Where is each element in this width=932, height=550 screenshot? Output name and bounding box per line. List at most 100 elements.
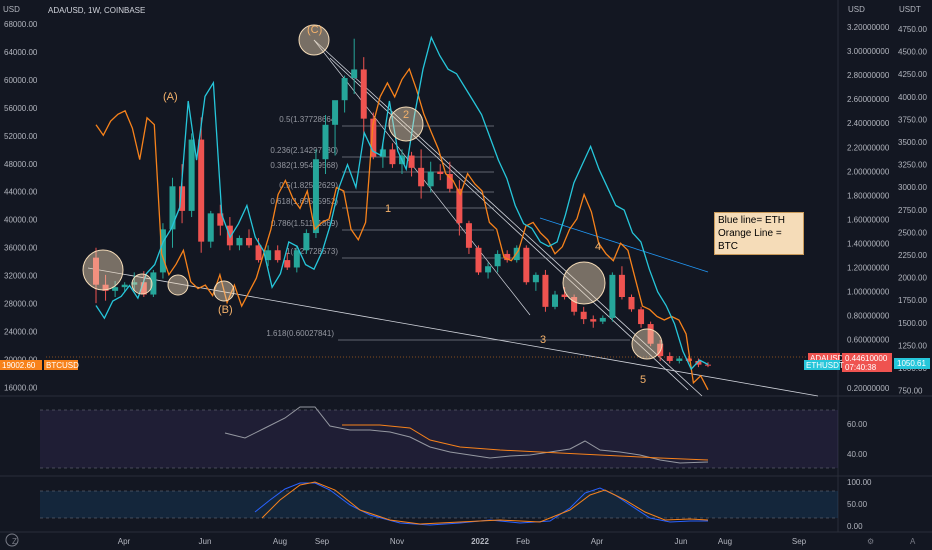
candle-body <box>485 266 492 273</box>
candle-body <box>150 272 157 295</box>
fib-level-label: 0.786(1.51171869) <box>271 219 338 228</box>
usdt-tick-label: 2500.00 <box>898 228 927 237</box>
candle-body <box>427 171 434 187</box>
eth-line <box>95 35 709 371</box>
label-wave-c: (C) <box>307 24 322 36</box>
candle-body <box>465 223 472 248</box>
ada-name-badge <box>808 353 840 363</box>
fib-level-label: 1.618(0.60027841) <box>266 329 334 338</box>
eth-name-text: ETHUSDT <box>806 361 844 370</box>
usd-axis-unit: USD <box>848 5 865 14</box>
usdt-tick-label: 750.00 <box>898 387 923 396</box>
candle-body <box>379 149 386 157</box>
label-wave-1: 1 <box>385 203 391 215</box>
candle-body <box>695 360 702 365</box>
usd-tick-label: 3.20000000 <box>847 23 890 32</box>
candle-body <box>609 274 616 318</box>
usd-tick-label: 1.00000000 <box>847 288 890 297</box>
candle-body <box>312 159 319 234</box>
x-tick-label: Aug <box>718 537 732 546</box>
candle-body <box>341 78 348 101</box>
wave-circle <box>388 106 424 142</box>
label-wave-5: 5 <box>640 374 646 386</box>
candle-body <box>236 237 243 246</box>
usdt-tick-label: 3750.00 <box>898 115 927 124</box>
candle-body <box>657 343 664 357</box>
usd-tick-label: 1.80000000 <box>847 191 890 200</box>
rsi-tick-label: 40.00 <box>847 450 868 459</box>
usdt-tick-label: 4750.00 <box>898 25 927 34</box>
left-tick-label: 20000.00 <box>4 355 38 364</box>
candle-body <box>456 188 463 224</box>
candle-body <box>542 274 549 307</box>
candle-body <box>207 213 214 242</box>
x-tick-label: Jun <box>199 537 212 546</box>
usdt-tick-label: 4000.00 <box>898 93 927 102</box>
left-tick-label: 64000.00 <box>4 48 38 57</box>
candle-body <box>112 287 119 291</box>
ada-price-badge <box>842 353 892 372</box>
candle-body <box>255 245 262 261</box>
candle-body <box>217 213 224 226</box>
x-tick-label: 2022 <box>471 537 489 546</box>
candle-body <box>504 253 511 261</box>
candle-body <box>580 311 587 320</box>
left-tick-label: 16000.00 <box>4 383 38 392</box>
candle-body <box>169 186 176 230</box>
x-tick-label: Feb <box>516 537 530 546</box>
candle-body <box>523 247 530 283</box>
left-tick-label: 44000.00 <box>4 188 38 197</box>
x-tick-label: Apr <box>118 537 131 546</box>
z-button-label: Z <box>12 537 17 546</box>
fib-level-label: 0.5(1.82502629) <box>279 181 338 190</box>
note-eth-line: Blue line= ETH <box>718 215 785 226</box>
candle-body <box>389 149 396 165</box>
left-tick-label: 48000.00 <box>4 160 38 169</box>
stoch-tick-label: 50.00 <box>847 500 868 509</box>
btc-price-badge <box>0 360 42 370</box>
usd-tick-label: 0.80000000 <box>847 312 890 321</box>
usdt-axis-unit: USDT <box>899 5 921 14</box>
x-tick-label: Aug <box>273 537 287 546</box>
candle-body <box>647 324 654 344</box>
usd-tick-label: 1.60000000 <box>847 215 890 224</box>
wave-circle <box>82 249 124 291</box>
candle-body <box>360 69 367 119</box>
usdt-tick-label: 3000.00 <box>898 183 927 192</box>
usdt-tick-label: 3250.00 <box>898 161 927 170</box>
eth-price-text: 1050.61 <box>897 359 926 368</box>
usd-tick-label: 3.00000000 <box>847 47 890 56</box>
usd-tick-label: 2.20000000 <box>847 143 890 152</box>
candle-body <box>293 250 300 268</box>
candle-body <box>102 284 109 291</box>
usdt-tick-label: 1750.00 <box>898 296 927 305</box>
usdt-tick-label: 2750.00 <box>898 206 927 215</box>
rsi-tick-label: 60.00 <box>847 420 868 429</box>
wave-circle <box>631 328 663 360</box>
fib-level-label: 1(1.27728573) <box>286 247 338 256</box>
usdt-tick-label: 4250.00 <box>898 70 927 79</box>
usd-tick-label: 2.80000000 <box>847 71 890 80</box>
candle-body <box>303 233 310 251</box>
candle-body <box>590 319 597 322</box>
settings-icon: ⚙ <box>867 537 874 546</box>
candle-body <box>532 274 539 283</box>
eth-trendline <box>539 217 709 273</box>
wave-circle <box>562 261 606 305</box>
x-tick-label: Jun <box>675 537 688 546</box>
candle-body <box>332 100 339 125</box>
label-wave-a: (A) <box>163 91 178 103</box>
candle-body <box>685 358 692 361</box>
ada-price-text: 0.44610000 <box>845 354 888 363</box>
left-tick-label: 36000.00 <box>4 244 38 253</box>
x-tick-label: Nov <box>390 537 404 546</box>
left-tick-label: 60000.00 <box>4 76 38 85</box>
label-wave-b: (B) <box>218 304 233 316</box>
usd-tick-label: 2.00000000 <box>847 167 890 176</box>
usdt-tick-label: 1500.00 <box>898 319 927 328</box>
candle-body <box>676 358 683 361</box>
candle-body <box>265 250 272 261</box>
wave-circle <box>131 273 153 295</box>
usd-tick-label: 2.40000000 <box>847 119 890 128</box>
